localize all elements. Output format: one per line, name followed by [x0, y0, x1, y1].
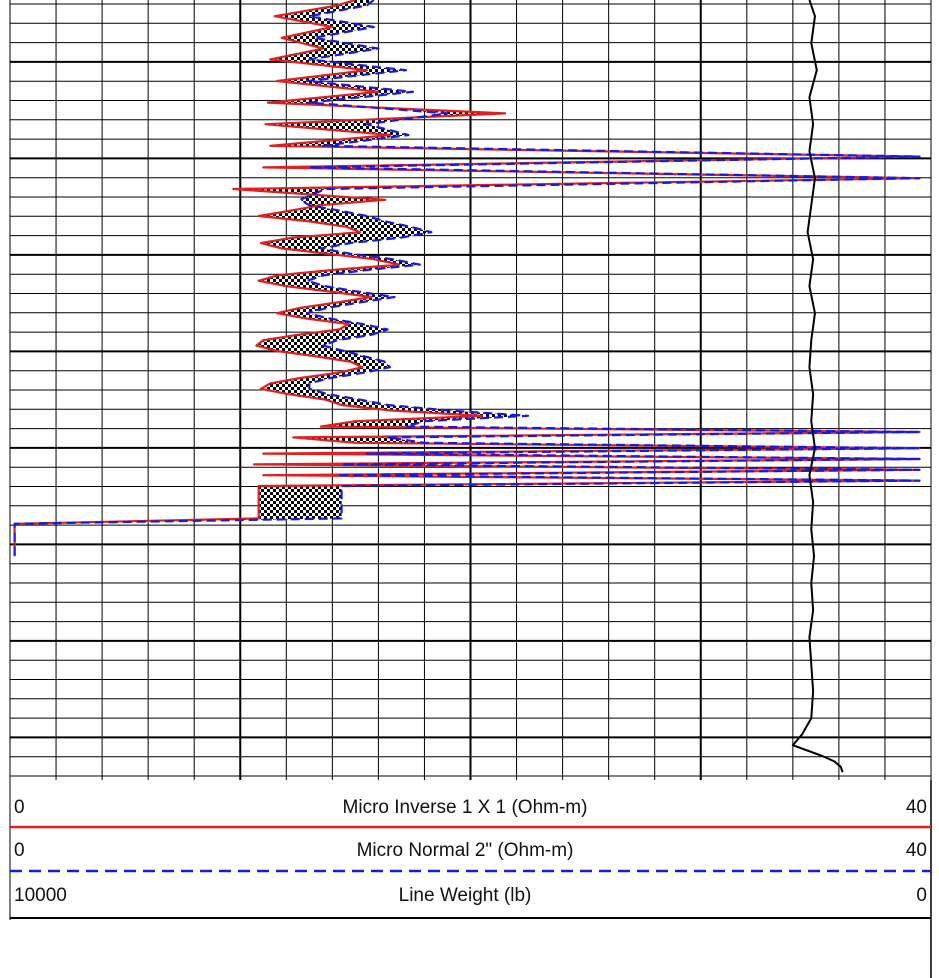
micro-inverse-curve	[13, 0, 921, 557]
line-weight-curve	[791, 0, 844, 773]
depth-grid	[9, 0, 932, 780]
micro-normal-curve	[13, 0, 921, 557]
log-curves	[13, 0, 921, 773]
legend-lines	[9, 780, 932, 978]
